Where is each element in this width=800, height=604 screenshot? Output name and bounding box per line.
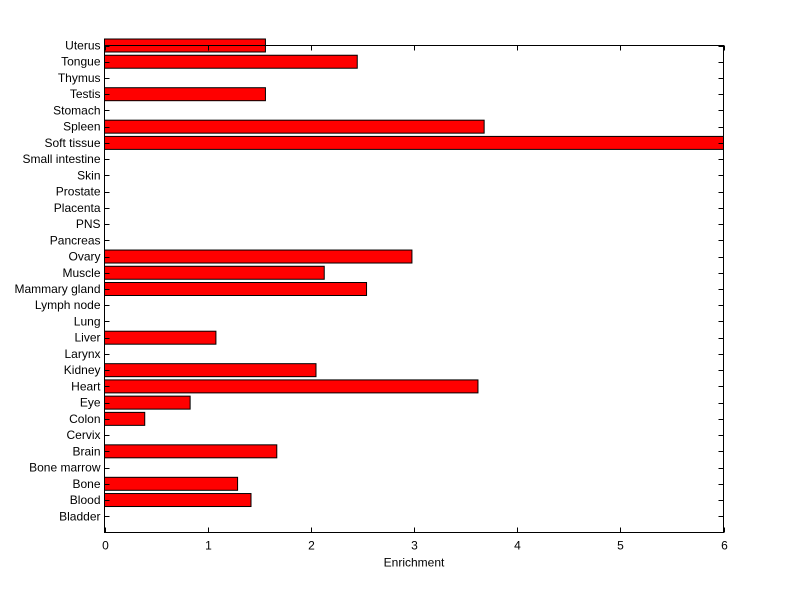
- bar: [104, 379, 479, 394]
- y-tick-label: Lung: [74, 314, 101, 328]
- y-tick-label: Spleen: [63, 120, 100, 134]
- bar: [104, 54, 358, 69]
- y-tick-label: Ovary: [68, 250, 100, 264]
- y-tick-label: PNS: [76, 217, 101, 231]
- x-axis-label: Enrichment: [384, 556, 445, 570]
- y-tick-label: Colon: [69, 412, 100, 426]
- bar: [104, 493, 252, 508]
- y-tick-label: Testis: [70, 87, 101, 101]
- y-tick-label: Bone: [72, 477, 100, 491]
- bar: [104, 119, 485, 134]
- y-tick-label: Soft tissue: [44, 136, 100, 150]
- x-tick-label: 4: [514, 539, 521, 553]
- y-tick-label: Prostate: [56, 185, 101, 199]
- y-tick-label: Uterus: [65, 39, 100, 53]
- x-tick-label: 2: [308, 539, 315, 553]
- bar: [104, 249, 413, 264]
- ticks: [104, 45, 725, 533]
- tick-labels: Bladder Blood Bone Bone marrow Brain Cervix Co…: [14, 39, 728, 553]
- x-tick-label: 0: [102, 539, 109, 553]
- bar: [104, 363, 317, 378]
- x-tick-label: 5: [617, 539, 624, 553]
- y-tick-label: Muscle: [62, 266, 100, 280]
- bar: [104, 411, 146, 426]
- y-tick-label: Pancreas: [50, 233, 101, 247]
- x-tick-label: 1: [205, 539, 212, 553]
- x-tick-label: 3: [411, 539, 418, 553]
- y-tick-label: Blood: [70, 493, 101, 507]
- bar: [104, 282, 368, 296]
- y-tick-label: Kidney: [64, 363, 101, 377]
- bar: [104, 265, 325, 280]
- y-tick-label: Liver: [74, 331, 100, 345]
- y-tick-label: Eye: [80, 396, 101, 410]
- y-tick-label: Larynx: [64, 347, 100, 361]
- y-tick-label: Mammary gland: [14, 282, 100, 296]
- y-tick-label: Stomach: [53, 103, 100, 117]
- y-tick-label: Brain: [72, 444, 100, 458]
- y-tick-label: Lymph node: [35, 298, 101, 312]
- y-tick-label: Skin: [77, 168, 100, 182]
- bar: [104, 330, 217, 345]
- y-tick-label: Thymus: [58, 71, 101, 85]
- y-tick-label: Small intestine: [22, 152, 100, 166]
- y-tick-label: Tongue: [61, 55, 101, 69]
- bar: [104, 444, 278, 459]
- x-tick-label: 6: [721, 539, 728, 553]
- bar: [104, 135, 724, 150]
- bar: [104, 395, 191, 410]
- bar: [104, 476, 239, 491]
- y-tick-label: Cervix: [66, 428, 100, 442]
- y-tick-label: Placenta: [54, 201, 101, 215]
- bar: [104, 87, 266, 102]
- y-tick-label: Bone marrow: [29, 461, 101, 475]
- y-tick-label: Bladder: [59, 509, 100, 523]
- y-tick-label: Heart: [71, 379, 101, 393]
